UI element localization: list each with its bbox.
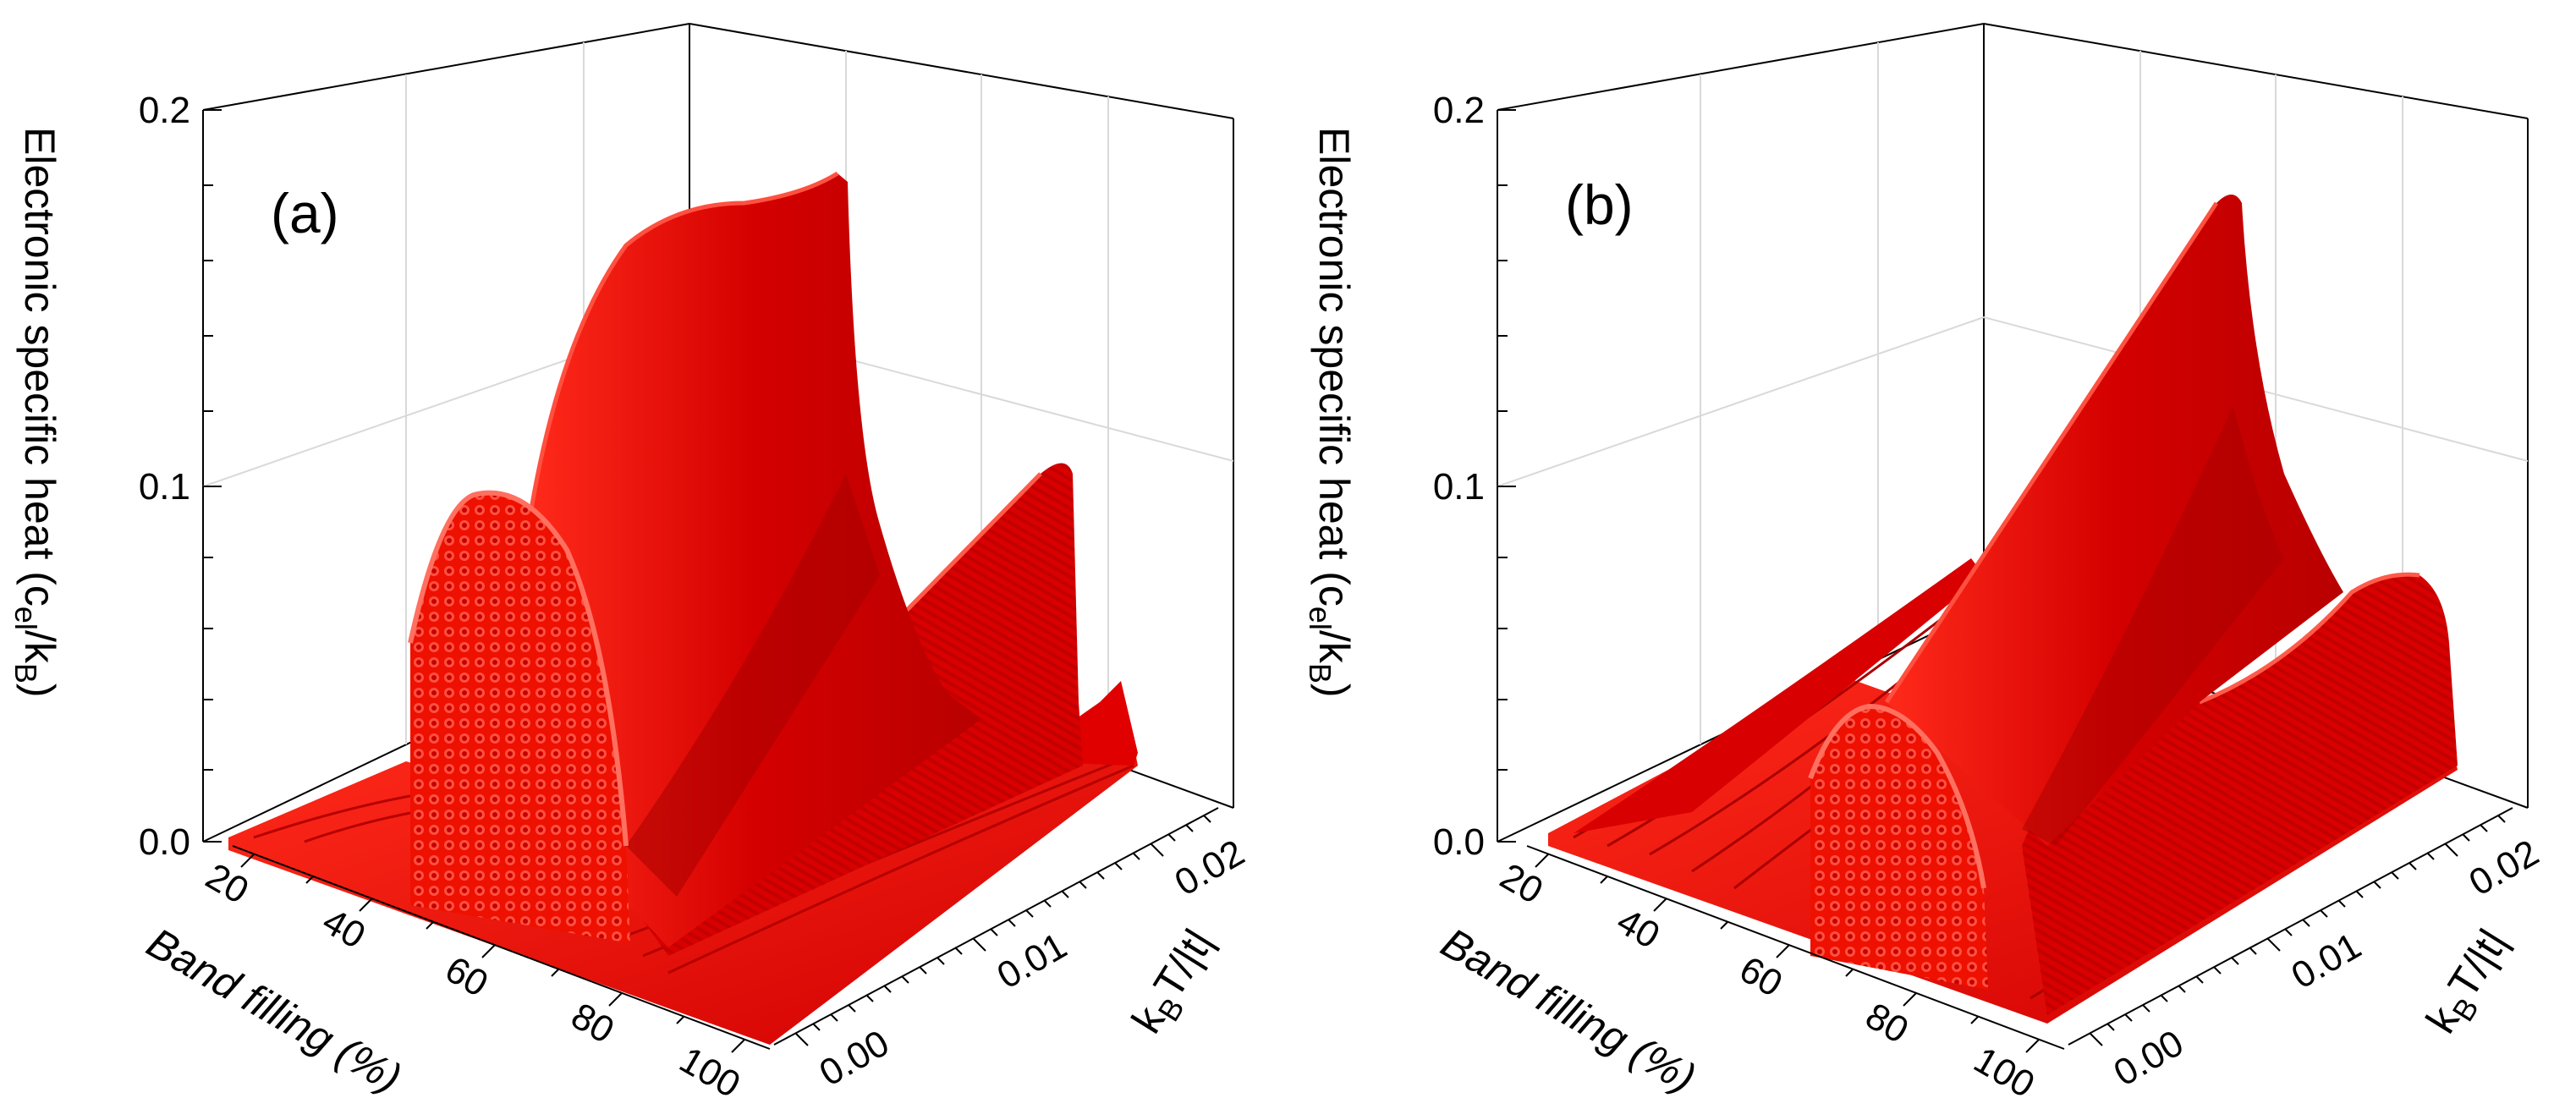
- panel-b-z-ticks: [1497, 109, 1516, 843]
- panel-b-y-axis-title: kBT/|t|: [2417, 920, 2524, 1046]
- panel-b-y-tick-0: 0.00: [2107, 1022, 2191, 1094]
- panel-a-y-tick-2: 0.02: [1168, 832, 1252, 903]
- panel-b-label: (b): [1565, 173, 1634, 236]
- panel-a-x-tick-2: 60: [438, 948, 495, 1005]
- panel-b-z-axis-title: Electronic specific heat (cel/kB): [1303, 127, 1358, 698]
- panel-a-z-axis-title: Electronic specific heat (cel/kB): [8, 127, 63, 698]
- panel-a-main-ridge-edge: [526, 171, 839, 525]
- panel-b-z-tick-1: 0.1: [1433, 466, 1485, 508]
- panel-a-y-axis-title: kBT/|t|: [1123, 920, 1229, 1046]
- panel-b-y-tick-1: 0.01: [2285, 925, 2369, 996]
- panel-b-back-ridges: [1574, 558, 1984, 833]
- panel-a-y-tick-1: 0.01: [991, 925, 1074, 996]
- panel-b-z-tick-2: 0.2: [1433, 90, 1485, 131]
- panel-b-ridge-shadow: [2022, 406, 2284, 846]
- panel-b-dome-edge: [1808, 703, 1986, 889]
- panel-a-y-tick-0: 0.00: [813, 1022, 897, 1094]
- panel-b-x-axis-title: Band filling (%): [1434, 919, 1704, 1102]
- panel-b-plateau-edge: [2199, 572, 2420, 705]
- panel-a-z-tick-2: 0.2: [139, 90, 190, 131]
- panel-b-plateau: [2022, 574, 2458, 1015]
- panel-a-z-tick-1: 0.1: [139, 466, 190, 508]
- panel-a-x-tick-1: 40: [316, 900, 372, 957]
- panel-b-x-axis: [1526, 845, 2065, 1053]
- panel-b-x-tick-1: 40: [1610, 900, 1667, 957]
- panel-b-x-tick-0: 20: [1493, 855, 1550, 912]
- panel-a-label: (a): [271, 182, 339, 244]
- panel-b-main-ridge-edge: [1884, 201, 2219, 704]
- panel-a-x-axis-title: Band filling (%): [140, 919, 409, 1102]
- panel-b-main-ridge: [1887, 195, 2343, 846]
- panel-a-main-ridge: [529, 173, 981, 947]
- panel-a-z-tick-0: 0.0: [139, 821, 190, 863]
- panel-b-z-tick-0: 0.0: [1433, 821, 1485, 863]
- panel-a-ridge-shadow: [626, 474, 880, 897]
- panel-b-dome: [1810, 706, 1988, 990]
- panel-a-y-axis: [773, 807, 1219, 1046]
- panel-a-x-axis: [232, 845, 771, 1053]
- panel-a: 0.0 0.1 0.2 Electronic specific heat (ce…: [8, 23, 1252, 1106]
- panel-b-y-axis: [2068, 807, 2513, 1046]
- panel-a-dome-edge: [408, 490, 629, 847]
- panel-a-x-tick-0: 20: [199, 855, 255, 912]
- panel-a-dome: [410, 492, 630, 943]
- panel-b-y-tick-2: 0.02: [2463, 832, 2546, 903]
- panel-b-x-tick-2: 60: [1733, 948, 1789, 1005]
- panel-a-z-ticks: [203, 109, 222, 843]
- panel-b: 0.0 0.1 0.2 Electronic specific heat (ce…: [1303, 23, 2546, 1106]
